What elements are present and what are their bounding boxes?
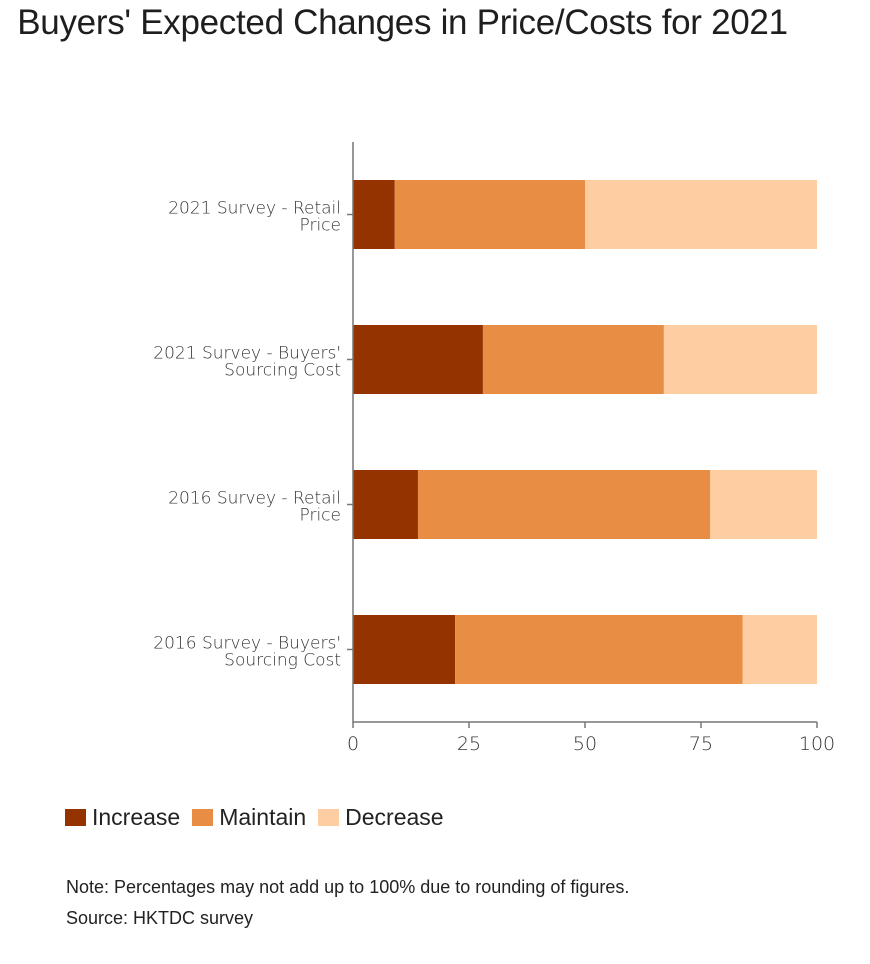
bar-maintain-3[interactable] bbox=[455, 615, 743, 684]
bar-increase-1[interactable] bbox=[353, 325, 483, 394]
category-label-line: 2016 Survey - Retail bbox=[168, 489, 341, 509]
category-label: 2021 Survey - Buyers' Sourcing Cost bbox=[153, 344, 341, 381]
bar-increase-2[interactable] bbox=[353, 470, 418, 539]
bar-decrease-2[interactable] bbox=[710, 470, 817, 539]
chart-notes: Note: Percentages may not add up to 100%… bbox=[66, 872, 629, 934]
legend-label-increase: Increase bbox=[92, 804, 181, 830]
x-tick-label: 50 bbox=[573, 733, 597, 755]
category-label-line: 2016 Survey - Buyers' bbox=[153, 634, 341, 654]
legend-item-maintain[interactable]: Maintain bbox=[192, 804, 306, 831]
category-label-line: Sourcing Cost bbox=[224, 651, 341, 671]
x-tick-label: 0 bbox=[347, 733, 359, 755]
legend-label-maintain: Maintain bbox=[219, 804, 307, 830]
legend-swatch-maintain bbox=[192, 809, 214, 826]
x-tick-label: 75 bbox=[689, 733, 713, 755]
bars-group bbox=[353, 180, 817, 684]
category-label-line: 2021 Survey - Buyers' bbox=[153, 344, 341, 364]
bar-increase-3[interactable] bbox=[353, 615, 456, 684]
category-label-line: 2021 Survey - Retail bbox=[168, 199, 341, 219]
bar-decrease-0[interactable] bbox=[585, 180, 817, 249]
bar-decrease-3[interactable] bbox=[742, 615, 817, 684]
bar-maintain-2[interactable] bbox=[417, 470, 711, 539]
category-label-line: Sourcing Cost bbox=[224, 361, 341, 381]
bar-maintain-0[interactable] bbox=[394, 180, 585, 249]
legend-swatch-decrease bbox=[318, 809, 340, 826]
legend-label-decrease: Decrease bbox=[345, 804, 444, 830]
bar-maintain-1[interactable] bbox=[482, 325, 664, 394]
category-label: 2016 Survey - Buyers' Sourcing Cost bbox=[153, 634, 341, 671]
legend-swatch-increase bbox=[65, 809, 86, 826]
category-label: 2016 Survey - Retail Price bbox=[168, 489, 341, 526]
bar-increase-0[interactable] bbox=[353, 180, 395, 249]
legend: Increase Maintain Decrease bbox=[65, 804, 456, 831]
source-text: Source: HKTDC survey bbox=[66, 908, 254, 928]
x-axis: 0 25 50 75 100 bbox=[347, 721, 835, 755]
category-label-line: Price bbox=[300, 216, 341, 236]
legend-item-decrease[interactable]: Decrease bbox=[318, 804, 444, 831]
x-tick-label: 25 bbox=[457, 733, 481, 755]
note-text: Note: Percentages may not add up to 100%… bbox=[66, 877, 630, 897]
category-label-line: Price bbox=[300, 506, 341, 526]
x-tick-label: 100 bbox=[799, 733, 835, 755]
legend-item-increase[interactable]: Increase bbox=[65, 804, 180, 831]
category-label: 2021 Survey - Retail Price bbox=[168, 199, 341, 236]
chart-title: Buyers' Expected Changes in Price/Costs … bbox=[17, 3, 788, 42]
bar-decrease-1[interactable] bbox=[663, 325, 817, 394]
